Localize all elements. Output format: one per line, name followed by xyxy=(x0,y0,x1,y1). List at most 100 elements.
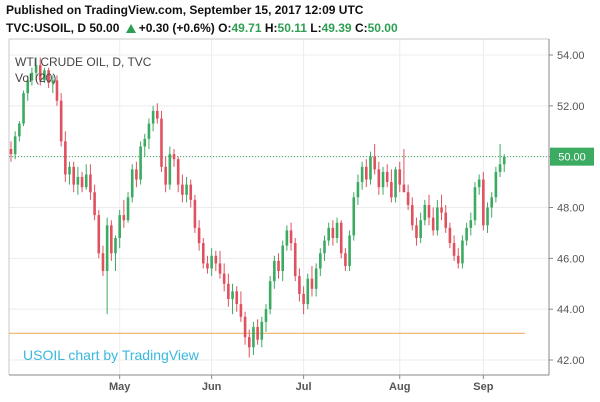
y-tick-label: 52.00 xyxy=(557,101,585,113)
candle-body xyxy=(390,182,393,198)
candle xyxy=(477,174,481,195)
candle xyxy=(327,222,330,246)
candle-body xyxy=(110,225,113,254)
candle-body xyxy=(147,123,151,139)
candle xyxy=(356,174,360,205)
candle xyxy=(365,159,368,188)
candle xyxy=(302,286,305,315)
y-tick-label: 48.00 xyxy=(557,203,585,215)
candle-body xyxy=(55,80,59,101)
candle-body xyxy=(314,268,318,289)
candle xyxy=(448,222,452,249)
candle-body xyxy=(490,197,493,208)
candle xyxy=(22,90,25,127)
candle-body xyxy=(210,255,213,269)
candle-body xyxy=(168,154,172,185)
candle xyxy=(440,194,443,221)
candle xyxy=(135,161,138,188)
candle xyxy=(339,220,343,259)
candle-body xyxy=(452,243,456,256)
open-value: 49.71 xyxy=(231,21,262,35)
candle xyxy=(101,245,105,277)
high-value: 50.11 xyxy=(277,21,307,35)
symbol-quote-line: TVC:USOIL, D 50.00 +0.30 (+0.6%) O:49.71… xyxy=(6,21,398,35)
candle xyxy=(381,166,385,195)
candle-body xyxy=(239,304,243,317)
candle xyxy=(105,217,109,315)
candle-body xyxy=(101,253,105,272)
candle xyxy=(197,220,201,251)
candle-body xyxy=(369,156,372,180)
candle xyxy=(444,204,448,233)
candle xyxy=(390,169,393,203)
candle xyxy=(431,207,435,236)
candle-body xyxy=(126,197,130,221)
close-value: 50.00 xyxy=(367,21,398,35)
candle-body xyxy=(135,169,138,180)
candle-body xyxy=(160,118,163,167)
candle-body xyxy=(243,316,247,338)
candle xyxy=(410,197,414,231)
y-tick-label: 42.00 xyxy=(557,355,585,367)
candle-body xyxy=(365,166,368,180)
candle xyxy=(210,248,213,277)
candle xyxy=(156,103,159,124)
candle xyxy=(114,235,117,272)
candle-body xyxy=(201,243,205,264)
candle xyxy=(398,161,402,193)
candle xyxy=(285,225,289,251)
candle xyxy=(51,75,55,94)
candle-body xyxy=(72,166,75,185)
candle xyxy=(201,238,205,269)
candle xyxy=(502,154,506,172)
candle-body xyxy=(235,291,239,305)
candle-body xyxy=(189,184,193,200)
candle-body xyxy=(143,138,147,147)
candle xyxy=(452,235,456,261)
candle-body xyxy=(38,65,42,81)
candle-body xyxy=(385,171,389,183)
candle xyxy=(436,199,439,236)
candle xyxy=(143,133,147,157)
last-price-badge-label: 50.00 xyxy=(558,152,586,164)
candle xyxy=(172,149,176,167)
candle-body xyxy=(360,166,364,183)
candle-body xyxy=(252,326,255,348)
candle xyxy=(461,235,464,269)
candle-body xyxy=(64,141,67,175)
candle xyxy=(402,149,406,193)
candle xyxy=(231,283,234,315)
candle-body xyxy=(285,230,289,246)
candle xyxy=(147,118,151,150)
candle xyxy=(206,255,209,274)
candle xyxy=(352,192,356,241)
candle-body xyxy=(93,192,96,216)
candle-body xyxy=(139,146,142,180)
candle-body xyxy=(80,177,84,188)
candle xyxy=(335,217,339,244)
candle xyxy=(13,131,17,160)
candle xyxy=(310,265,314,297)
candle xyxy=(306,273,310,310)
candle xyxy=(118,210,121,249)
candle-body xyxy=(406,192,410,205)
candle-body xyxy=(327,227,330,241)
candle-body xyxy=(9,149,13,155)
candle-body xyxy=(352,197,356,236)
candle-body xyxy=(197,227,201,244)
candle-body xyxy=(26,80,30,94)
candle xyxy=(243,311,247,345)
candle-body xyxy=(156,110,159,119)
candle-body xyxy=(348,235,351,266)
candle xyxy=(235,286,239,312)
candle-body xyxy=(477,179,481,188)
candle-body xyxy=(448,227,452,244)
candle xyxy=(38,57,42,86)
candle-body xyxy=(423,204,427,221)
candle xyxy=(469,212,473,236)
candle-body xyxy=(256,326,259,340)
candle xyxy=(214,250,218,272)
candle xyxy=(139,141,142,185)
x-tick-label: Sep xyxy=(473,381,493,393)
